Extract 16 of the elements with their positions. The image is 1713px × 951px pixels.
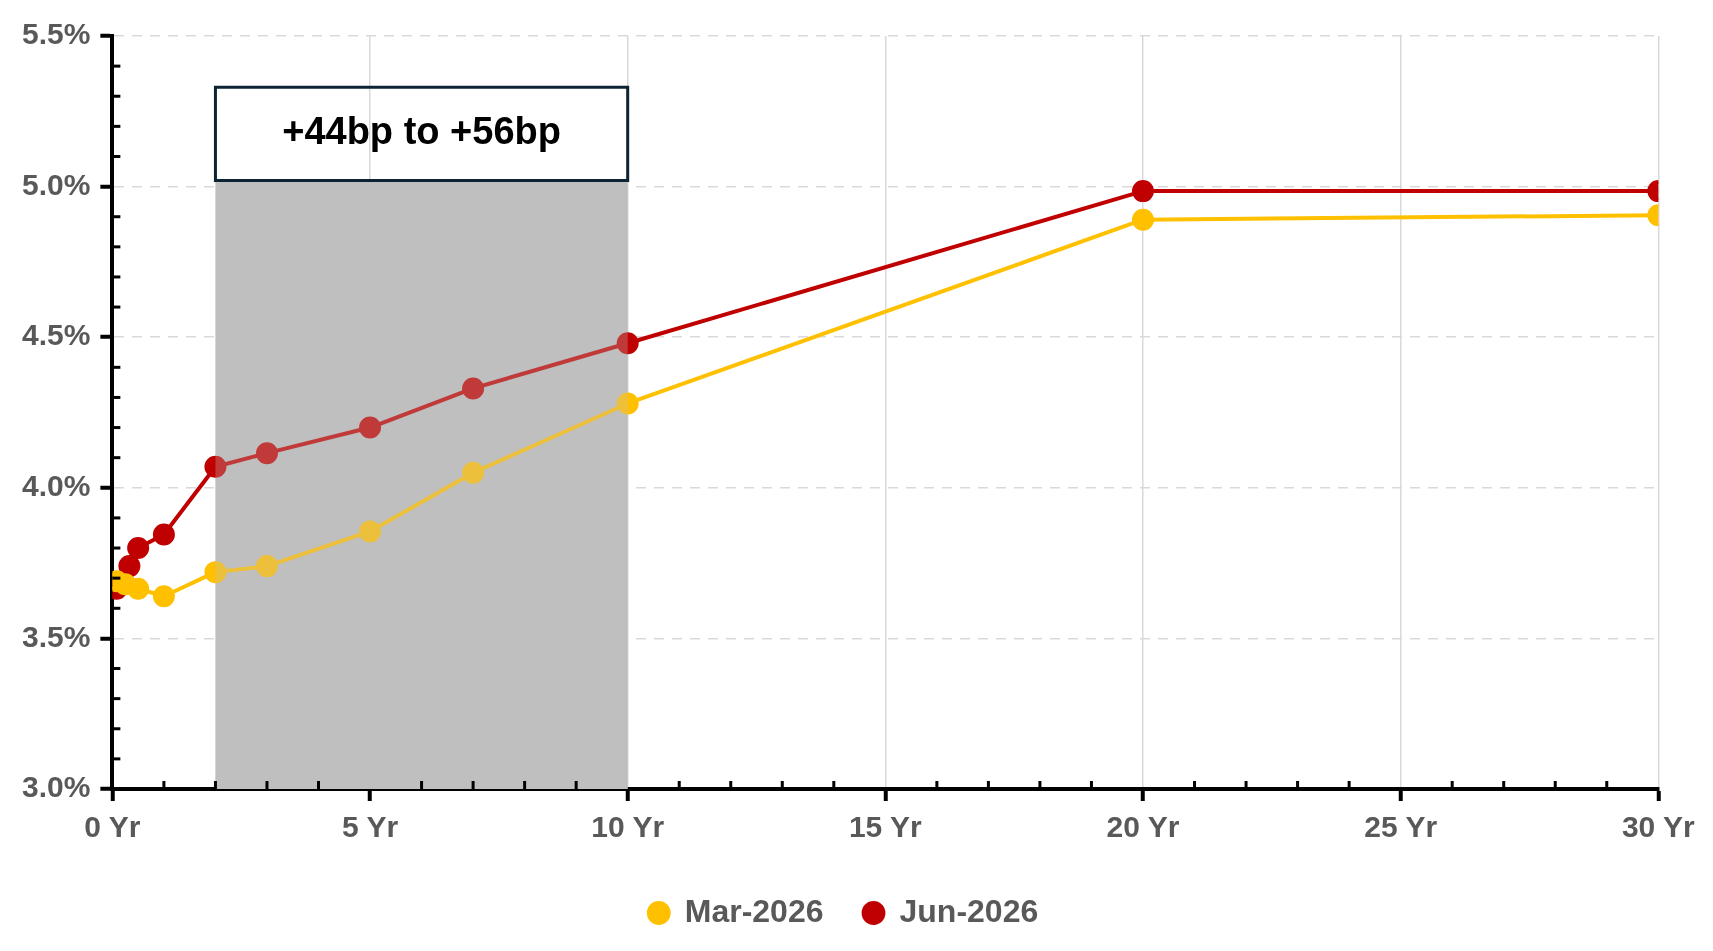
y-tick-label: 3.0% — [21, 770, 91, 804]
y-tick-label: 3.5% — [21, 619, 91, 653]
y-tick-label: 4.5% — [21, 318, 91, 352]
x-tick-label: 20 Yr — [1106, 810, 1180, 844]
y-tick-label: 5.5% — [21, 17, 91, 51]
x-tick-label: 25 Yr — [1364, 810, 1438, 844]
legend-label: Jun-2026 — [899, 892, 1039, 929]
x-tick-label: 0 Yr — [84, 810, 141, 844]
y-tick-label: 4.0% — [21, 469, 91, 503]
legend-label: Mar-2026 — [684, 892, 824, 929]
y-tick-label: 5.0% — [21, 167, 91, 201]
x-tick-label: 5 Yr — [341, 810, 399, 844]
x-tick-label: 30 Yr — [1621, 810, 1696, 844]
x-tick-label: 15 Yr — [848, 810, 923, 844]
band-label: +44bp to +56bp — [282, 110, 561, 153]
x-tick-label: 10 Yr — [591, 810, 665, 844]
